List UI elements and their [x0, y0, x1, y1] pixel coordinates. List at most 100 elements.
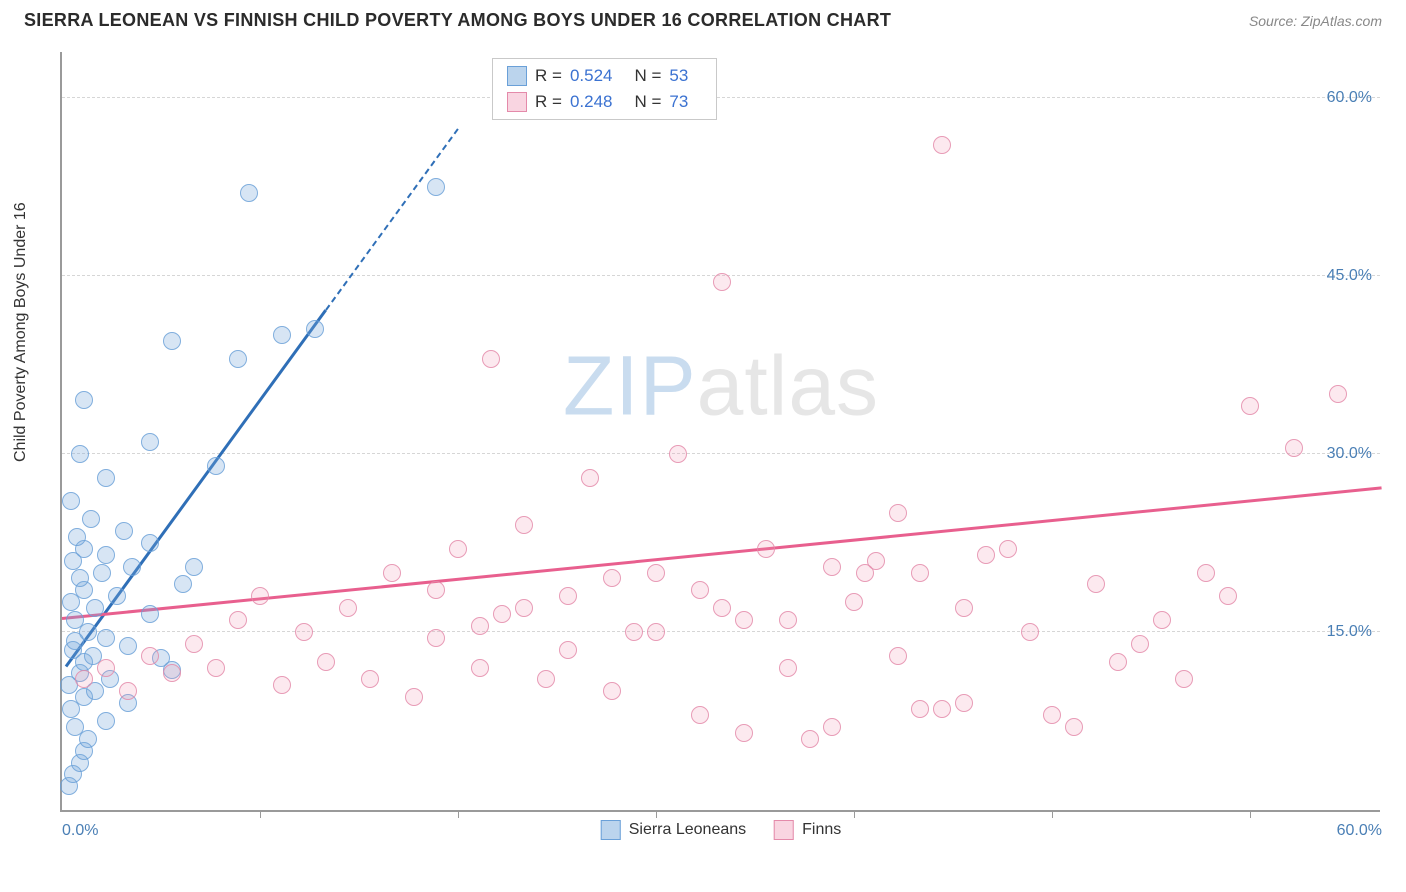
data-point [240, 184, 258, 202]
data-point [75, 391, 93, 409]
watermark: ZIPatlas [563, 337, 879, 434]
data-point [185, 635, 203, 653]
data-point [119, 637, 137, 655]
data-point [977, 546, 995, 564]
data-point [317, 653, 335, 671]
data-point [559, 587, 577, 605]
data-point [427, 629, 445, 647]
r-label: R = [535, 89, 562, 115]
data-point [306, 320, 324, 338]
trend-line [325, 129, 459, 311]
chart-area: Child Poverty Among Boys Under 16 ZIPatl… [18, 42, 1388, 884]
x-tick [458, 810, 459, 818]
data-point [1219, 587, 1237, 605]
data-point [97, 712, 115, 730]
data-point [911, 700, 929, 718]
gridline [62, 453, 1380, 454]
gridline [62, 97, 1380, 98]
data-point [229, 611, 247, 629]
chart-title: SIERRA LEONEAN VS FINNISH CHILD POVERTY … [24, 10, 891, 31]
data-point [1065, 718, 1083, 736]
r-value: 0.524 [570, 63, 613, 89]
swatch-blue-icon [507, 66, 527, 86]
data-point [669, 445, 687, 463]
swatch-pink-icon [774, 820, 794, 840]
data-point [207, 659, 225, 677]
data-point [75, 670, 93, 688]
data-point [207, 457, 225, 475]
data-point [163, 664, 181, 682]
data-point [108, 587, 126, 605]
data-point [185, 558, 203, 576]
data-point [273, 326, 291, 344]
data-point [691, 706, 709, 724]
data-point [1329, 385, 1347, 403]
data-point [82, 510, 100, 528]
watermark-atlas: atlas [697, 338, 879, 432]
data-point [1285, 439, 1303, 457]
data-point [801, 730, 819, 748]
data-point [66, 718, 84, 736]
data-point [559, 641, 577, 659]
data-point [757, 540, 775, 558]
gridline [62, 631, 1380, 632]
x-tick [260, 810, 261, 818]
data-point [163, 332, 181, 350]
x-tick-label: 60.0% [1337, 822, 1382, 840]
x-tick [1250, 810, 1251, 818]
data-point [1131, 635, 1149, 653]
data-point [62, 492, 80, 510]
legend-item-blue: Sierra Leoneans [601, 820, 746, 840]
swatch-blue-icon [601, 820, 621, 840]
legend-label: Finns [802, 821, 841, 839]
data-point [427, 581, 445, 599]
source-label: Source: ZipAtlas.com [1249, 13, 1382, 29]
data-point [856, 564, 874, 582]
data-point [295, 623, 313, 641]
n-label: N = [634, 63, 661, 89]
x-tick [854, 810, 855, 818]
y-tick-label: 60.0% [1327, 89, 1372, 107]
data-point [97, 469, 115, 487]
data-point [174, 575, 192, 593]
data-point [383, 564, 401, 582]
data-point [779, 611, 797, 629]
data-point [889, 504, 907, 522]
data-point [405, 688, 423, 706]
data-point [515, 516, 533, 534]
data-point [361, 670, 379, 688]
data-point [86, 599, 104, 617]
data-point [889, 647, 907, 665]
data-point [581, 469, 599, 487]
n-value: 73 [669, 89, 688, 115]
data-point [691, 581, 709, 599]
data-point [482, 350, 500, 368]
y-tick-label: 45.0% [1327, 267, 1372, 285]
r-label: R = [535, 63, 562, 89]
legend-label: Sierra Leoneans [629, 821, 746, 839]
data-point [251, 587, 269, 605]
data-point [66, 611, 84, 629]
y-tick-label: 15.0% [1327, 623, 1372, 641]
data-point [735, 611, 753, 629]
data-point [471, 659, 489, 677]
data-point [115, 522, 133, 540]
data-point [1197, 564, 1215, 582]
data-point [339, 599, 357, 617]
data-point [93, 564, 111, 582]
data-point [1109, 653, 1127, 671]
data-point [68, 528, 86, 546]
data-point [119, 682, 137, 700]
data-point [845, 593, 863, 611]
data-point [713, 273, 731, 291]
data-point [229, 350, 247, 368]
data-point [427, 178, 445, 196]
legend-row-blue: R = 0.524 N = 53 [507, 63, 702, 89]
x-tick [1052, 810, 1053, 818]
chart-header: SIERRA LEONEAN VS FINNISH CHILD POVERTY … [0, 0, 1406, 37]
data-point [955, 694, 973, 712]
data-point [71, 569, 89, 587]
n-label: N = [634, 89, 661, 115]
data-point [625, 623, 643, 641]
y-axis-label: Child Poverty Among Boys Under 16 [12, 202, 30, 462]
